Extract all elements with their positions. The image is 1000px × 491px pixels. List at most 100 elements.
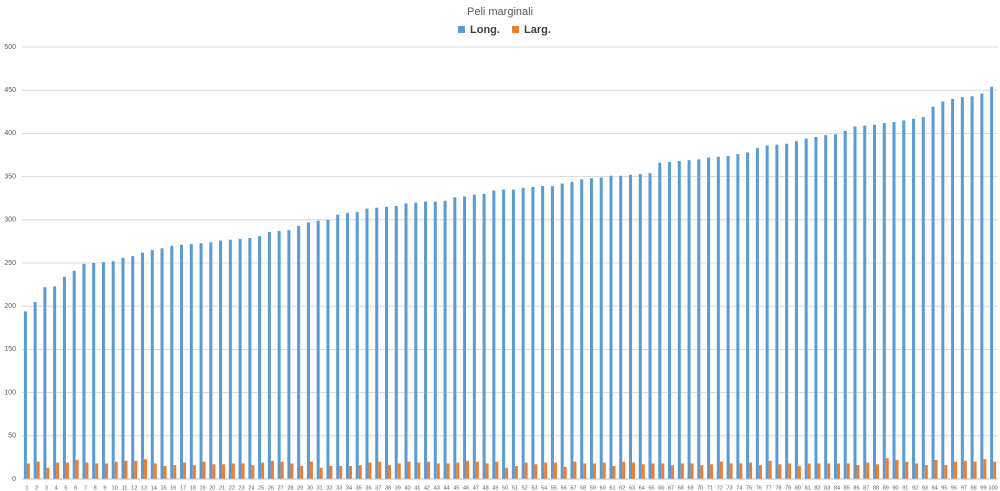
- x-tick-label: 69: [687, 485, 693, 491]
- bar: [807, 463, 811, 479]
- bar: [202, 461, 206, 479]
- bar: [492, 190, 496, 479]
- x-tick-label: 39: [395, 485, 401, 491]
- bar: [53, 286, 57, 479]
- x-tick-label: 37: [375, 485, 381, 491]
- bar: [124, 460, 128, 479]
- x-tick-label: 85: [844, 485, 850, 491]
- bar: [736, 154, 740, 480]
- x-tick-label: 58: [580, 485, 586, 491]
- bar: [241, 463, 245, 479]
- bar: [345, 212, 349, 479]
- bar: [92, 263, 96, 479]
- bar: [531, 186, 535, 479]
- bar: [475, 461, 479, 479]
- x-tick-label: 81: [805, 485, 811, 491]
- x-tick-label: 23: [239, 485, 245, 491]
- x-tick-label: 17: [180, 485, 186, 491]
- bar: [583, 463, 587, 479]
- bar: [482, 193, 486, 479]
- bar: [915, 463, 919, 479]
- x-tick-label: 86: [853, 485, 859, 491]
- x-tick-label: 55: [551, 485, 557, 491]
- bar: [446, 463, 450, 479]
- bar: [680, 463, 684, 479]
- bar: [954, 461, 958, 479]
- bar: [710, 464, 714, 479]
- bar: [599, 177, 603, 480]
- bar: [300, 466, 304, 479]
- bar: [833, 134, 837, 479]
- x-tick-label: 73: [727, 485, 733, 491]
- x-tick-label: 5: [64, 485, 67, 491]
- bar: [336, 214, 340, 479]
- bar: [414, 202, 418, 479]
- bar: [228, 239, 232, 479]
- x-tick-label: 84: [834, 485, 840, 491]
- bar: [248, 237, 252, 479]
- bar: [970, 96, 974, 480]
- x-tick-label: 52: [522, 485, 528, 491]
- x-tick-label: 18: [190, 485, 196, 491]
- x-tick-label: 47: [473, 485, 479, 491]
- y-tick-label: 0: [12, 476, 16, 483]
- bar: [180, 244, 184, 479]
- bar: [453, 197, 457, 479]
- bar: [75, 459, 79, 479]
- y-tick-label: 50: [8, 433, 16, 440]
- bar: [385, 206, 388, 479]
- bar: [309, 461, 313, 479]
- bar: [524, 462, 528, 479]
- bar: [183, 462, 187, 479]
- x-tick-label: 36: [365, 485, 371, 491]
- bar: [700, 465, 704, 479]
- bar: [993, 461, 997, 479]
- bar: [602, 462, 606, 479]
- x-tick-label: 95: [941, 485, 947, 491]
- bar: [163, 466, 167, 479]
- x-tick-label: 53: [531, 485, 537, 491]
- bar: [797, 466, 801, 479]
- bar: [824, 135, 828, 480]
- x-tick-label: 54: [541, 485, 547, 491]
- bar: [495, 461, 499, 479]
- bar: [963, 460, 967, 479]
- bar: [267, 231, 271, 479]
- bar: [941, 101, 945, 479]
- y-tick-label: 450: [4, 87, 16, 94]
- bar: [716, 156, 720, 479]
- x-tick-label: 89: [883, 485, 889, 491]
- bar: [433, 201, 437, 479]
- x-tick-label: 26: [268, 485, 274, 491]
- bar: [290, 463, 294, 479]
- x-tick-label: 40: [404, 485, 410, 491]
- x-tick-label: 100: [989, 485, 998, 491]
- bar: [729, 463, 733, 479]
- bar: [33, 301, 37, 479]
- bar: [788, 463, 792, 479]
- bar: [794, 141, 798, 479]
- bar: [463, 196, 467, 480]
- y-tick-label: 200: [4, 303, 16, 310]
- bar: [895, 459, 899, 479]
- x-tick-label: 66: [658, 485, 664, 491]
- bar: [765, 145, 769, 479]
- x-tick-label: 75: [746, 485, 752, 491]
- bar: [170, 245, 174, 479]
- x-tick-label: 99: [980, 485, 986, 491]
- bar: [778, 464, 782, 479]
- x-tick-label: 65: [648, 485, 654, 491]
- bar: [192, 465, 196, 479]
- bar: [912, 118, 916, 479]
- bar: [43, 287, 47, 479]
- x-tick-label: 2: [35, 485, 38, 491]
- x-tick-label: 71: [707, 485, 713, 491]
- y-tick-label: 250: [4, 260, 16, 267]
- bar: [173, 465, 177, 479]
- bar: [319, 467, 323, 479]
- bar: [580, 179, 584, 479]
- bar: [570, 181, 574, 479]
- bar: [348, 466, 352, 479]
- bar: [921, 116, 925, 479]
